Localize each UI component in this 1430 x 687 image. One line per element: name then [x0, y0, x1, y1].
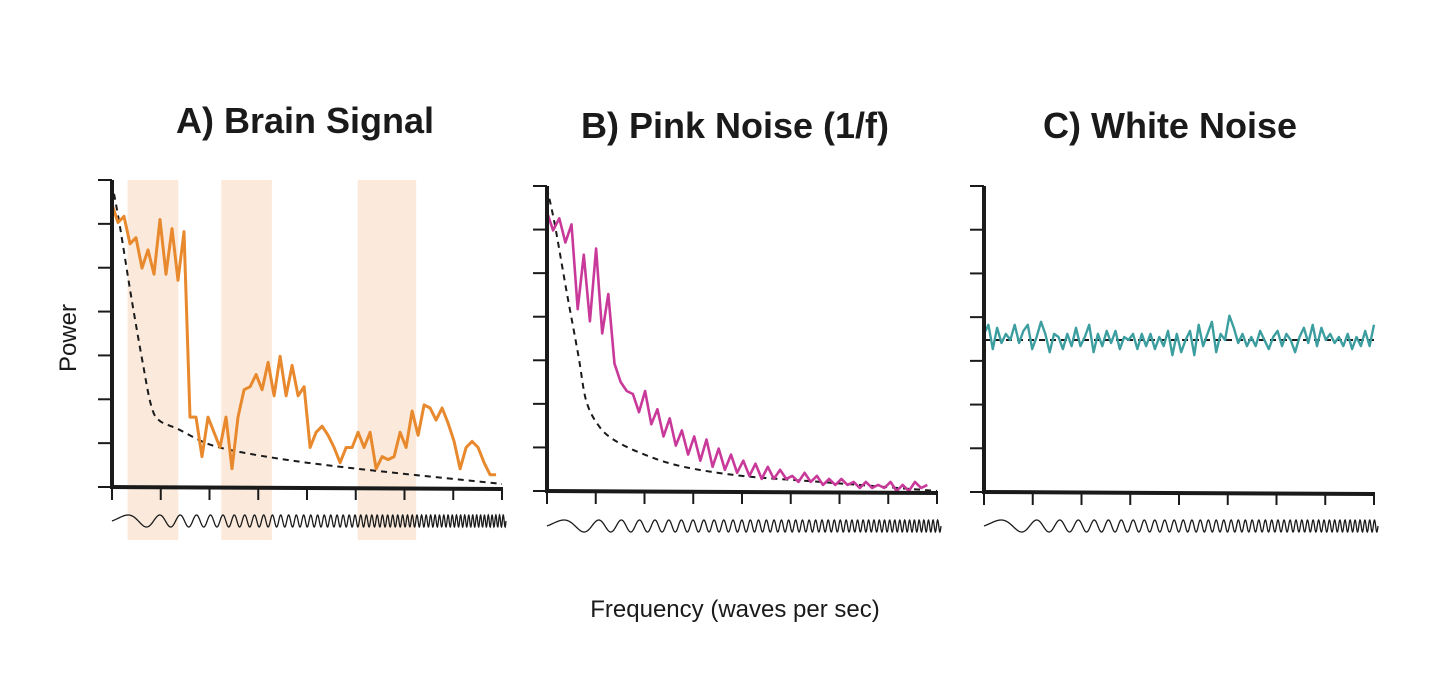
x-axis-label: Frequency (waves per sec) — [590, 596, 879, 623]
panel-a-trend-line — [111, 182, 503, 485]
panel-brain-signal: A) Brain Signal — [98, 100, 507, 540]
panel-c-frequency-wave-icon — [983, 518, 1379, 534]
panel-b-x-axis — [544, 489, 938, 495]
panel-b-ticks — [533, 185, 938, 504]
panel-a-title: A) Brain Signal — [176, 100, 434, 141]
panel-a-ticks — [98, 179, 503, 500]
panel-a-x-axis — [109, 485, 503, 491]
panel-a-band-3 — [357, 180, 417, 540]
panel-white-noise: C) White Noise — [970, 105, 1379, 534]
panel-a-signal-line — [110, 203, 497, 477]
panel-a-band-2 — [221, 180, 272, 540]
panel-b-signal-line — [545, 211, 928, 493]
panel-c-x-axis — [981, 490, 1375, 496]
panel-a-frequency-wave-icon — [111, 513, 507, 529]
panel-c-signal-line — [982, 314, 1376, 357]
y-axis-label: Power — [55, 304, 82, 372]
panel-pink-noise: B) Pink Noise (1/f) — [533, 105, 942, 534]
panel-c-title: C) White Noise — [1043, 105, 1297, 146]
panel-b-frequency-wave-icon — [546, 518, 942, 534]
panel-b-trend-line — [546, 187, 938, 492]
panel-b-title: B) Pink Noise (1/f) — [581, 105, 889, 146]
